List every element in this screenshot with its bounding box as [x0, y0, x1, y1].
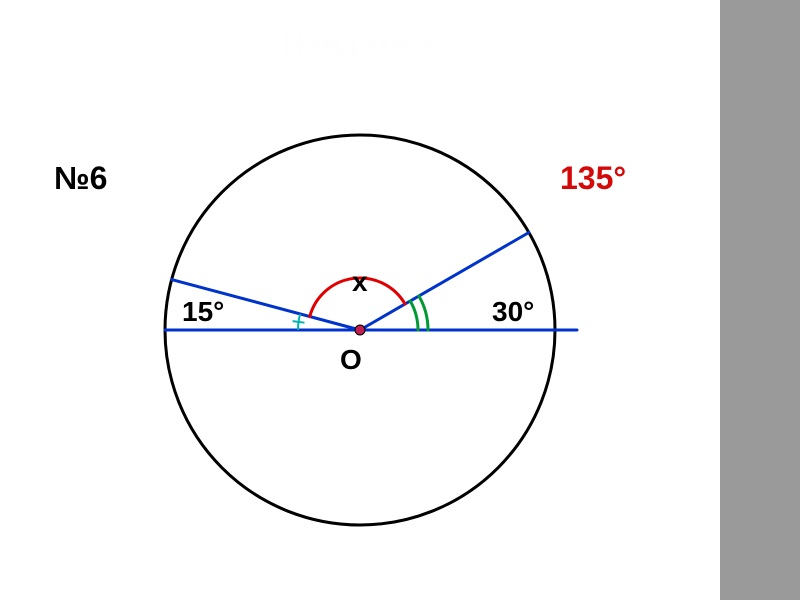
label-30deg: 30° [492, 296, 534, 328]
label-O: О [340, 344, 362, 376]
problem-number: №6 [54, 160, 107, 197]
page-title: Найдите Х [0, 28, 720, 62]
label-15deg: 15° [182, 296, 224, 328]
stage: Найдите Х №6 135° 15° 30° х О [0, 0, 800, 600]
geometry-diagram [0, 0, 800, 600]
answer-value: 135° [560, 160, 626, 197]
label-x: х [352, 266, 368, 298]
